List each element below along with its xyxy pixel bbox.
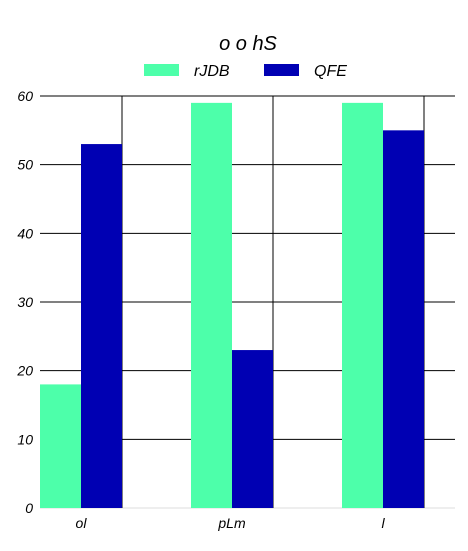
x-tick-label: l: [381, 515, 385, 531]
chart-title: o o hS: [219, 33, 277, 55]
bar-QFE-ol: [81, 144, 122, 509]
y-tick-label: 10: [17, 431, 33, 447]
bar-rJDB-l: [342, 102, 383, 508]
bar-rJDB-ol: [40, 384, 81, 508]
bars: [40, 102, 424, 509]
x-tick-label: ol: [76, 515, 88, 531]
x-axis-ticks: ol pLm l: [76, 515, 386, 531]
legend-swatch-QFE: [264, 64, 299, 76]
legend: rJDB QFE: [144, 63, 347, 80]
bar-rJDB-pLm: [191, 102, 232, 508]
bar-QFE-pLm: [232, 350, 273, 508]
legend-swatch-rJDB: [144, 64, 179, 76]
bar-QFE-l: [383, 130, 424, 509]
legend-label-rJDB: rJDB: [194, 63, 230, 80]
legend-label-QFE: QFE: [314, 63, 347, 80]
y-tick-label: 40: [17, 225, 33, 241]
x-tick-label: pLm: [217, 515, 246, 531]
y-tick-label: 50: [17, 157, 33, 173]
y-tick-label: 20: [16, 363, 33, 379]
y-tick-label: 0: [25, 500, 33, 516]
y-axis-ticks: 0 10 20 30 40 50 60: [16, 88, 33, 516]
y-tick-label: 30: [17, 294, 33, 310]
y-tick-label: 60: [17, 88, 33, 104]
